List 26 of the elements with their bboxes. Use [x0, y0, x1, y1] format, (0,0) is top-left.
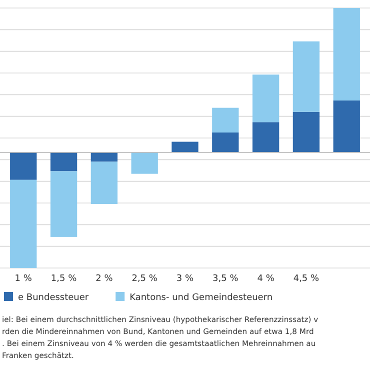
bar [10, 152, 37, 180]
bar [90, 152, 118, 162]
x-tick-label: 2 % [96, 274, 114, 284]
bar [172, 142, 198, 152]
legend-label: e Bundessteuer [18, 293, 89, 303]
x-tick-label: 1 % [14, 274, 32, 284]
bar [252, 122, 280, 152]
bar [10, 180, 37, 268]
bar [333, 100, 360, 152]
x-tick-label: 1,5 % [50, 274, 78, 284]
bar [292, 41, 320, 112]
x-tick-label: 3,5 % [212, 274, 239, 284]
x-tick-label: 3 % [176, 274, 194, 284]
x-tick-label: 4,5 % [293, 274, 320, 284]
bar [212, 132, 239, 152]
bar [90, 162, 118, 204]
bar [333, 8, 360, 100]
bar [252, 74, 280, 122]
bar [131, 152, 158, 174]
bar [292, 112, 320, 152]
x-tick-label: 2,5 % [132, 274, 158, 284]
x-tick-label: 4 % [257, 274, 275, 284]
bar [212, 108, 239, 133]
bar [50, 152, 78, 172]
bar [50, 171, 78, 237]
legend-label: Kantons- und Gemeindesteuern [130, 293, 273, 303]
